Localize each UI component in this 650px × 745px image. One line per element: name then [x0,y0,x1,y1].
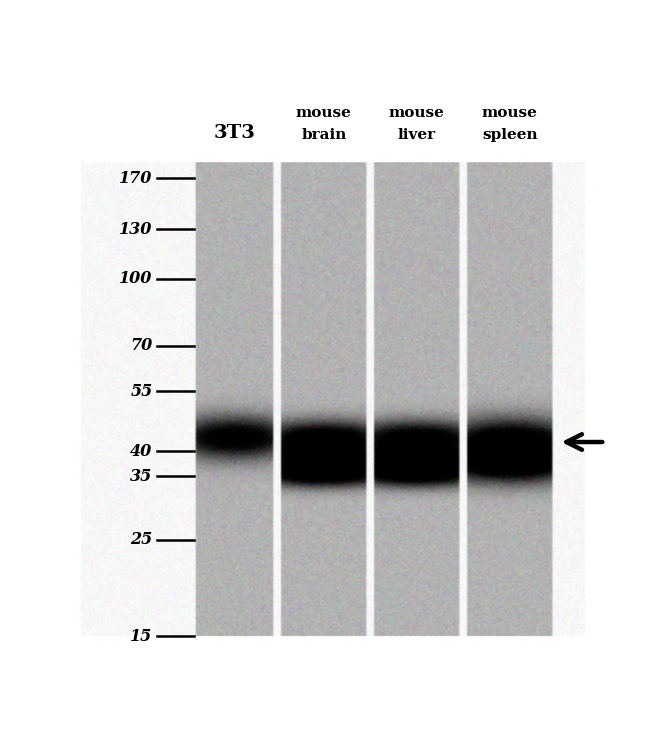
Text: liver: liver [398,127,436,142]
Text: 170: 170 [119,170,153,187]
Text: 70: 70 [130,337,153,354]
Text: 3T3: 3T3 [214,124,255,142]
Text: spleen: spleen [482,127,538,142]
Text: 35: 35 [130,468,153,485]
Text: 40: 40 [130,443,153,460]
Text: 25: 25 [130,531,153,548]
Text: brain: brain [301,127,346,142]
Text: mouse: mouse [482,107,538,120]
Text: 100: 100 [119,270,153,287]
Text: 15: 15 [130,627,153,644]
Text: 55: 55 [130,383,153,400]
Text: 130: 130 [119,221,153,238]
Text: mouse: mouse [389,107,445,120]
Text: mouse: mouse [296,107,352,120]
